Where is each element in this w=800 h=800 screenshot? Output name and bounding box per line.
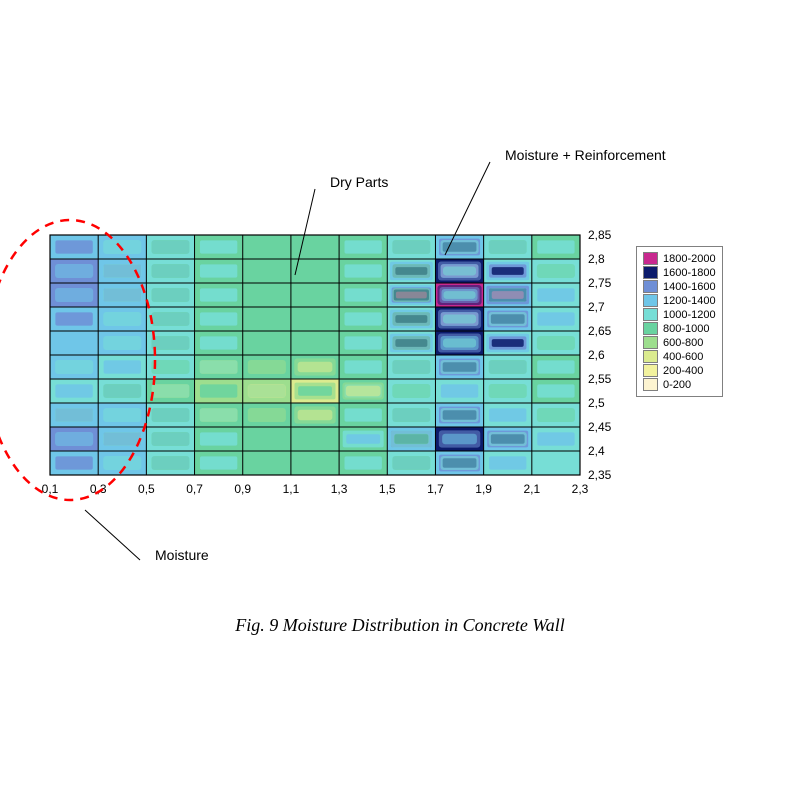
annotation-moisture-rf: Moisture + Reinforcement (505, 147, 666, 163)
svg-text:1,7: 1,7 (427, 482, 444, 496)
svg-text:0,5: 0,5 (138, 482, 155, 496)
svg-text:0,1: 0,1 (42, 482, 59, 496)
legend-item: 800-1000 (643, 322, 716, 335)
legend-label: 1800-2000 (663, 253, 716, 265)
legend-swatch (643, 280, 658, 293)
svg-text:2,65: 2,65 (588, 324, 612, 338)
svg-text:1,1: 1,1 (283, 482, 300, 496)
page: { "chart": { "type": "contour-heatmap", … (0, 0, 800, 800)
legend-label: 1000-1200 (663, 309, 716, 321)
figure-caption: Fig. 9 Moisture Distribution in Concrete… (0, 615, 800, 636)
legend-item: 1400-1600 (643, 280, 716, 293)
legend-swatch (643, 252, 658, 265)
legend-item: 0-200 (643, 378, 716, 391)
svg-text:2,8: 2,8 (588, 252, 605, 266)
svg-text:2,55: 2,55 (588, 372, 612, 386)
svg-text:1,3: 1,3 (331, 482, 348, 496)
svg-text:2,4: 2,4 (588, 444, 605, 458)
moisture-contour-chart: 0,1 0,3 0,5 0,7 0,9 1,1 1,3 1,5 1,7 1,9 2,1 2,32,35… (0, 0, 800, 800)
legend-item: 1000-1200 (643, 308, 716, 321)
svg-text:0,3: 0,3 (90, 482, 107, 496)
legend-label: 400-600 (663, 351, 703, 363)
legend-swatch (643, 336, 658, 349)
legend-label: 1200-1400 (663, 295, 716, 307)
legend-swatch (643, 266, 658, 279)
svg-text:0,7: 0,7 (186, 482, 203, 496)
legend-swatch (643, 364, 658, 377)
legend-item: 600-800 (643, 336, 716, 349)
svg-text:2,75: 2,75 (588, 276, 612, 290)
annotation-dry-parts: Dry Parts (330, 174, 388, 190)
legend-label: 0-200 (663, 379, 691, 391)
legend-item: 1800-2000 (643, 252, 716, 265)
legend-swatch (643, 350, 658, 363)
legend-label: 800-1000 (663, 323, 710, 335)
annotation-moisture: Moisture (155, 547, 209, 563)
svg-text:1,9: 1,9 (475, 482, 492, 496)
legend-item: 1600-1800 (643, 266, 716, 279)
legend-label: 600-800 (663, 337, 703, 349)
legend-item: 200-400 (643, 364, 716, 377)
svg-text:2,3: 2,3 (572, 482, 589, 496)
legend-swatch (643, 378, 658, 391)
legend-swatch (643, 322, 658, 335)
svg-text:0,9: 0,9 (234, 482, 251, 496)
svg-text:1,5: 1,5 (379, 482, 396, 496)
svg-text:2,6: 2,6 (588, 348, 605, 362)
svg-text:2,35: 2,35 (588, 468, 612, 482)
svg-text:2,5: 2,5 (588, 396, 605, 410)
legend-item: 1200-1400 (643, 294, 716, 307)
svg-text:2,7: 2,7 (588, 300, 605, 314)
legend-swatch (643, 308, 658, 321)
legend-label: 1600-1800 (663, 267, 716, 279)
legend-item: 400-600 (643, 350, 716, 363)
svg-text:2,45: 2,45 (588, 420, 612, 434)
svg-text:2,85: 2,85 (588, 228, 612, 242)
legend-label: 1400-1600 (663, 281, 716, 293)
legend-label: 200-400 (663, 365, 703, 377)
svg-text:2,1: 2,1 (523, 482, 540, 496)
legend: 1800-2000 1600-1800 1400-1600 1200-1400 1000… (636, 246, 723, 397)
legend-swatch (643, 294, 658, 307)
